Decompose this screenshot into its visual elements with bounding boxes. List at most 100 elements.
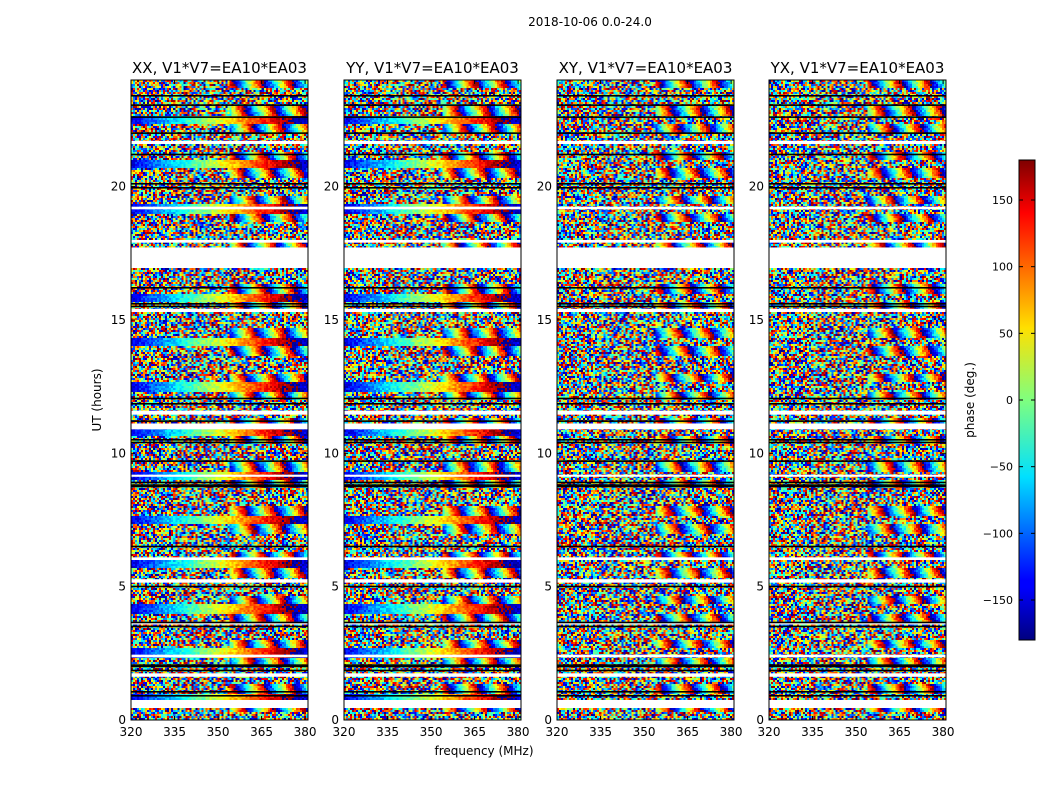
flag-line	[131, 625, 308, 628]
flag-line	[131, 669, 308, 672]
flag-line	[557, 397, 734, 400]
flag-line	[769, 305, 946, 308]
flag-line	[344, 625, 521, 628]
flag-line	[557, 439, 734, 441]
flagged-interval	[557, 240, 734, 243]
flag-line	[131, 420, 308, 422]
flag-line	[344, 153, 521, 156]
flag-line	[344, 397, 521, 400]
flag-line	[344, 403, 521, 405]
axes-frame	[768, 79, 947, 721]
flag-line	[769, 669, 946, 672]
flag-line	[131, 484, 308, 486]
phase-heatmap	[769, 80, 946, 720]
flag-line	[557, 303, 734, 305]
flag-line	[344, 485, 521, 488]
flag-line	[557, 691, 734, 693]
x-tick-label: 365	[676, 725, 699, 739]
flag-line	[131, 485, 308, 488]
colorbar-tick-label: −150	[983, 594, 1013, 607]
x-tick-label: 320	[758, 725, 781, 739]
flag-line	[131, 132, 308, 134]
axes-frame	[343, 79, 522, 721]
flag-line	[557, 95, 734, 97]
colorbar-tick-label: 150	[992, 194, 1013, 207]
panel-yx: YX, V1*V7=EA10*EA03 320 335 350 365 380 0 5 10 15…	[749, 59, 955, 739]
y-tick-label: 0	[544, 713, 552, 727]
flag-line	[557, 403, 734, 405]
flagged-interval	[131, 700, 308, 708]
x-tick-label: 365	[463, 725, 486, 739]
flagged-interval	[769, 240, 946, 243]
flagged-interval	[344, 206, 521, 210]
flagged-interval	[344, 557, 521, 560]
flag-line	[769, 153, 946, 156]
flag-line	[557, 664, 734, 666]
flag-line	[557, 420, 734, 422]
colorbar-tick-label: 100	[992, 261, 1013, 274]
flag-line	[131, 397, 308, 400]
flagged-interval	[131, 474, 308, 477]
flag-line	[557, 625, 734, 628]
x-tick-label: 380	[932, 725, 955, 739]
flag-line	[131, 116, 308, 118]
flag-line	[344, 665, 521, 668]
flag-line	[769, 485, 946, 488]
flag-line	[769, 397, 946, 400]
flagged-interval	[769, 654, 946, 658]
flagged-interval	[131, 410, 308, 415]
flag-line	[769, 116, 946, 118]
panels: XX, V1*V7=EA10*EA03 320 335 350 365 380 0 5 10 15…	[111, 59, 955, 739]
flag-line	[344, 691, 521, 693]
y-tick-label: 20	[749, 180, 764, 194]
flag-line	[344, 116, 521, 118]
flag-line	[344, 183, 521, 185]
x-tick-label: 335	[801, 725, 824, 739]
panel-title: YX, V1*V7=EA10*EA03	[770, 59, 945, 77]
y-tick-label: 0	[331, 713, 339, 727]
panel-title: XY, V1*V7=EA10*EA03	[559, 59, 733, 77]
flag-line	[557, 183, 734, 185]
flag-line	[131, 403, 308, 405]
flag-line	[344, 305, 521, 308]
flag-line	[131, 481, 308, 484]
flagged-interval	[131, 579, 308, 583]
flagged-interval	[557, 579, 734, 583]
flag-line	[131, 303, 308, 305]
flag-line	[344, 585, 521, 588]
flag-line	[344, 187, 521, 189]
flag-line	[769, 287, 946, 289]
y-tick-label: 10	[111, 446, 126, 460]
flag-line	[557, 669, 734, 672]
flag-line	[344, 132, 521, 134]
y-tick-label: 20	[324, 180, 339, 194]
x-tick-label: 335	[163, 725, 186, 739]
flagged-interval	[344, 700, 521, 708]
flag-line	[344, 484, 521, 486]
flag-line	[131, 183, 308, 185]
flagged-interval	[769, 474, 946, 477]
flag-line	[557, 287, 734, 289]
y-tick-label: 10	[537, 446, 552, 460]
flagged-interval	[344, 579, 521, 583]
flagged-interval	[769, 700, 946, 708]
flagged-interval	[557, 474, 734, 477]
flag-line	[131, 664, 308, 666]
flag-line	[131, 287, 308, 289]
x-tick-label: 380	[720, 725, 743, 739]
flagged-interval	[769, 557, 946, 560]
flagged-interval	[769, 206, 946, 210]
y-tick-label: 15	[537, 313, 552, 327]
flagged-interval	[557, 673, 734, 677]
flag-line	[557, 441, 734, 444]
flag-line	[344, 287, 521, 289]
x-tick-label: 350	[207, 725, 230, 739]
flagged-interval	[344, 410, 521, 415]
flag-line	[557, 481, 734, 484]
x-tick-label: 320	[546, 725, 569, 739]
flagged-interval	[344, 474, 521, 477]
flag-line	[344, 481, 521, 484]
flagged-interval	[131, 206, 308, 210]
flagged-interval	[557, 140, 734, 144]
flag-line	[344, 545, 521, 548]
